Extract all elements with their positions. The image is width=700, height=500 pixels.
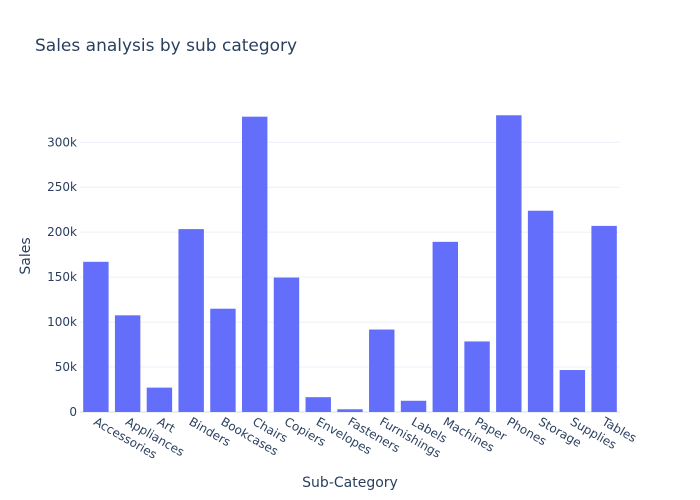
y-axis-ticks: 0 50k 100k 150k 200k 250k 300k: [47, 135, 77, 419]
bar: [591, 225, 617, 412]
chart-title: Sales analysis by sub category: [35, 36, 297, 56]
bar: [146, 387, 173, 412]
bar: [210, 308, 236, 412]
bars: [83, 115, 617, 413]
y-tick-label: 300k: [47, 135, 77, 149]
bar: [178, 229, 204, 412]
bar: [432, 241, 458, 412]
y-tick-label: 150k: [47, 270, 77, 284]
bar: [83, 261, 109, 412]
y-tick-label: 250k: [47, 180, 77, 194]
bar: [273, 277, 300, 412]
bar: [305, 397, 331, 412]
bar: [559, 370, 586, 412]
y-tick-label: 200k: [47, 225, 77, 239]
bar: [496, 115, 522, 413]
y-axis-title: Sales: [18, 237, 34, 274]
bar: [369, 329, 395, 412]
y-tick-label: 100k: [47, 315, 77, 329]
x-axis-title: Sub-Category: [302, 475, 398, 491]
y-tick-label: 0: [69, 405, 77, 419]
y-tick-label: 50k: [55, 360, 77, 374]
bar: [527, 210, 554, 412]
bar: [337, 409, 363, 412]
bar: [242, 116, 268, 412]
bar: [114, 315, 141, 412]
bar: [464, 341, 490, 412]
bar: [400, 400, 427, 412]
